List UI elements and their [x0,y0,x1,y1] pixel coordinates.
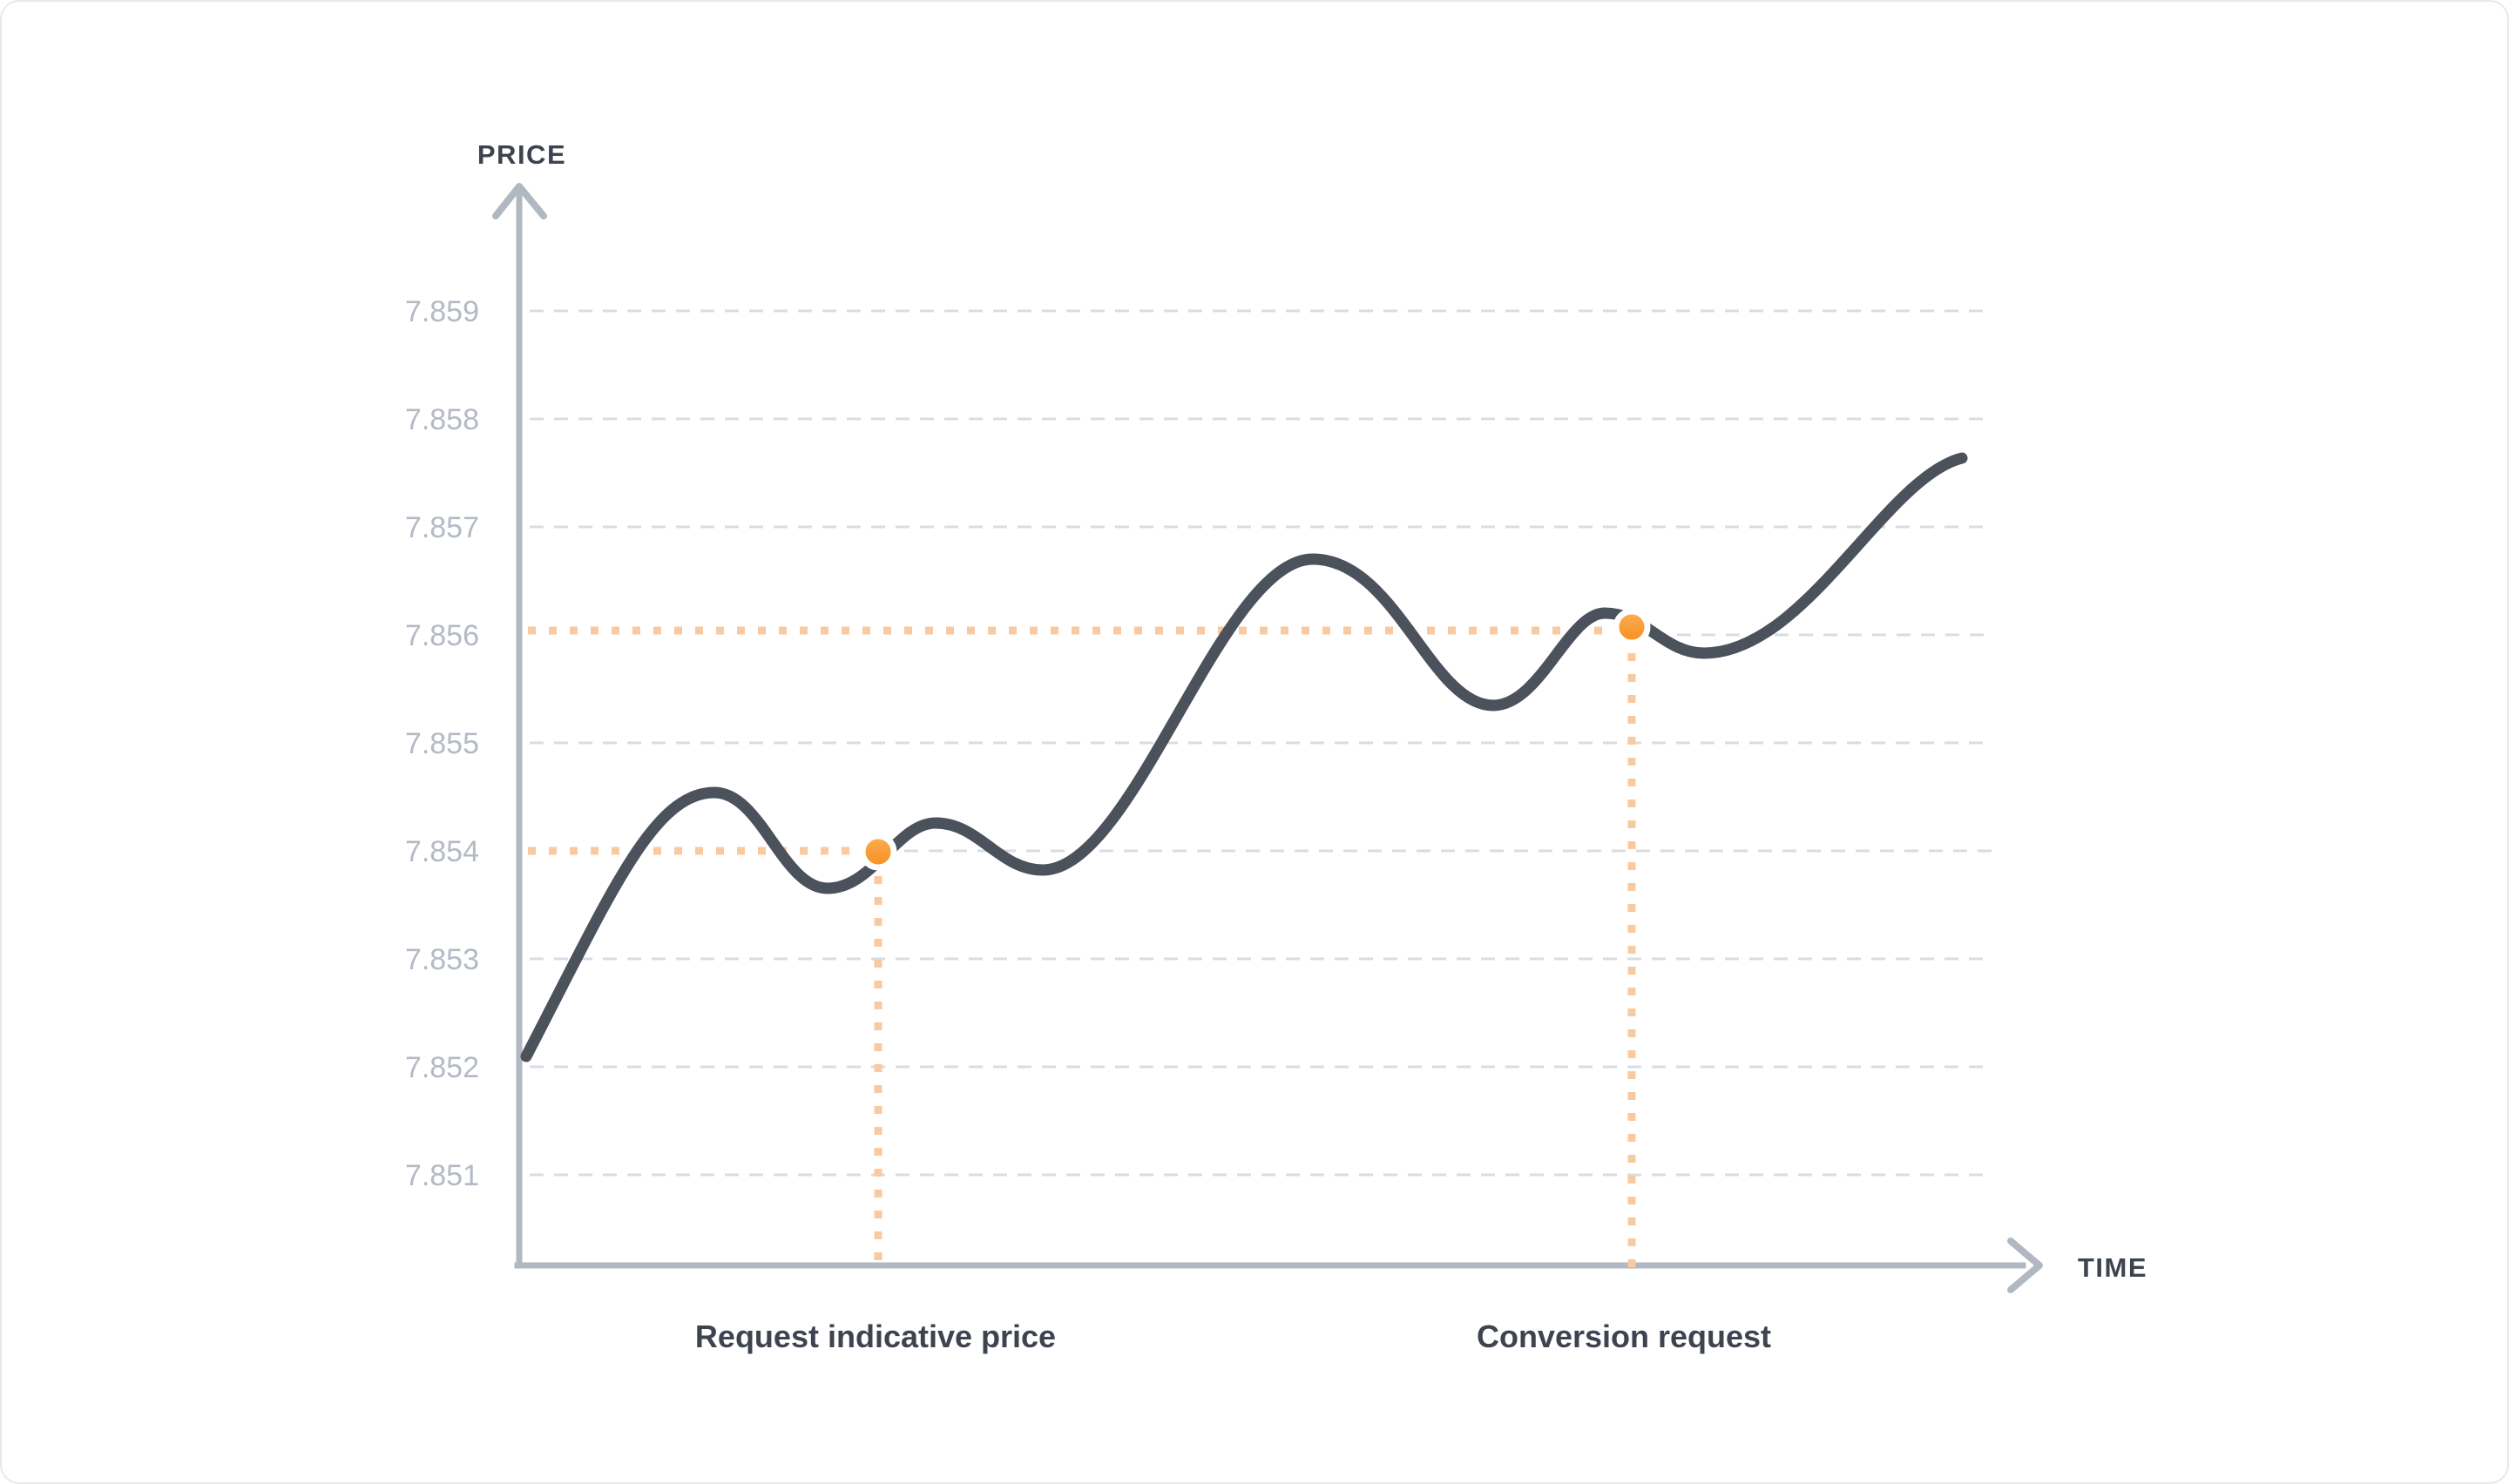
y-tick-7-854: 7.854 [405,835,479,868]
conversion-request-marker [1613,608,1651,646]
time-axis-label: TIME [2078,1252,2147,1283]
price-curve [520,452,1968,1062]
conversion-request-label: Conversion request [1477,1319,1771,1354]
y-tick-7-859: 7.859 [405,295,479,328]
y-tick-7-853: 7.853 [405,943,479,976]
y-tick-7-858: 7.858 [405,403,479,436]
y-tick-7-851: 7.851 [405,1159,479,1192]
x-axis-arrow-icon [2007,1238,2043,1293]
y-axis-arrow-icon [492,183,547,219]
indicative-price-marker [859,833,897,871]
y-tick-7-855: 7.855 [405,727,479,760]
y-tick-7-852: 7.852 [405,1051,479,1084]
y-tick-7-856: 7.856 [405,619,479,652]
request-indicative-price-label: Request indicative price [695,1319,1056,1354]
price-axis-label: PRICE [477,139,566,170]
y-tick-7-857: 7.857 [405,511,479,544]
